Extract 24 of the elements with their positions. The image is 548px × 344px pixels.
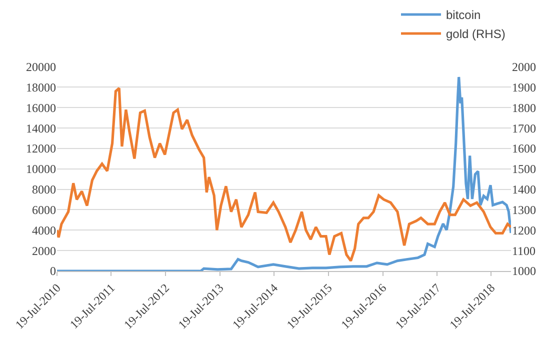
y-tick-label: 12000 bbox=[26, 142, 56, 156]
y2-tick-label: 1200 bbox=[512, 223, 536, 238]
y-tick-label: 20000 bbox=[26, 60, 56, 74]
y-tick-label: 14000 bbox=[26, 121, 56, 136]
y2-tick-label: 1400 bbox=[512, 182, 536, 197]
y-tick-label: 2000 bbox=[32, 244, 56, 258]
y2-tick-label: 1100 bbox=[512, 244, 536, 258]
legend-label: bitcoin bbox=[446, 8, 481, 22]
y-tick-label: 16000 bbox=[26, 100, 56, 115]
y-tick-label: 10000 bbox=[26, 162, 56, 176]
y-tick-label: 18000 bbox=[26, 80, 56, 94]
y2-tick-label: 1500 bbox=[512, 162, 536, 176]
y2-tick-label: 1800 bbox=[512, 100, 536, 115]
y-tick-label: 0 bbox=[50, 264, 56, 278]
legend-label: gold (RHS) bbox=[446, 27, 506, 42]
y2-tick-label: 1000 bbox=[512, 264, 536, 278]
y2-tick-label: 1700 bbox=[512, 121, 536, 136]
y-tick-label: 8000 bbox=[32, 182, 56, 197]
y-tick-label: 4000 bbox=[32, 223, 56, 238]
y2-tick-label: 1300 bbox=[512, 202, 536, 217]
y2-tick-label: 2000 bbox=[512, 60, 536, 74]
y2-tick-label: 1600 bbox=[512, 142, 536, 156]
y2-tick-label: 1900 bbox=[512, 80, 536, 94]
y-tick-label: 6000 bbox=[32, 202, 56, 217]
